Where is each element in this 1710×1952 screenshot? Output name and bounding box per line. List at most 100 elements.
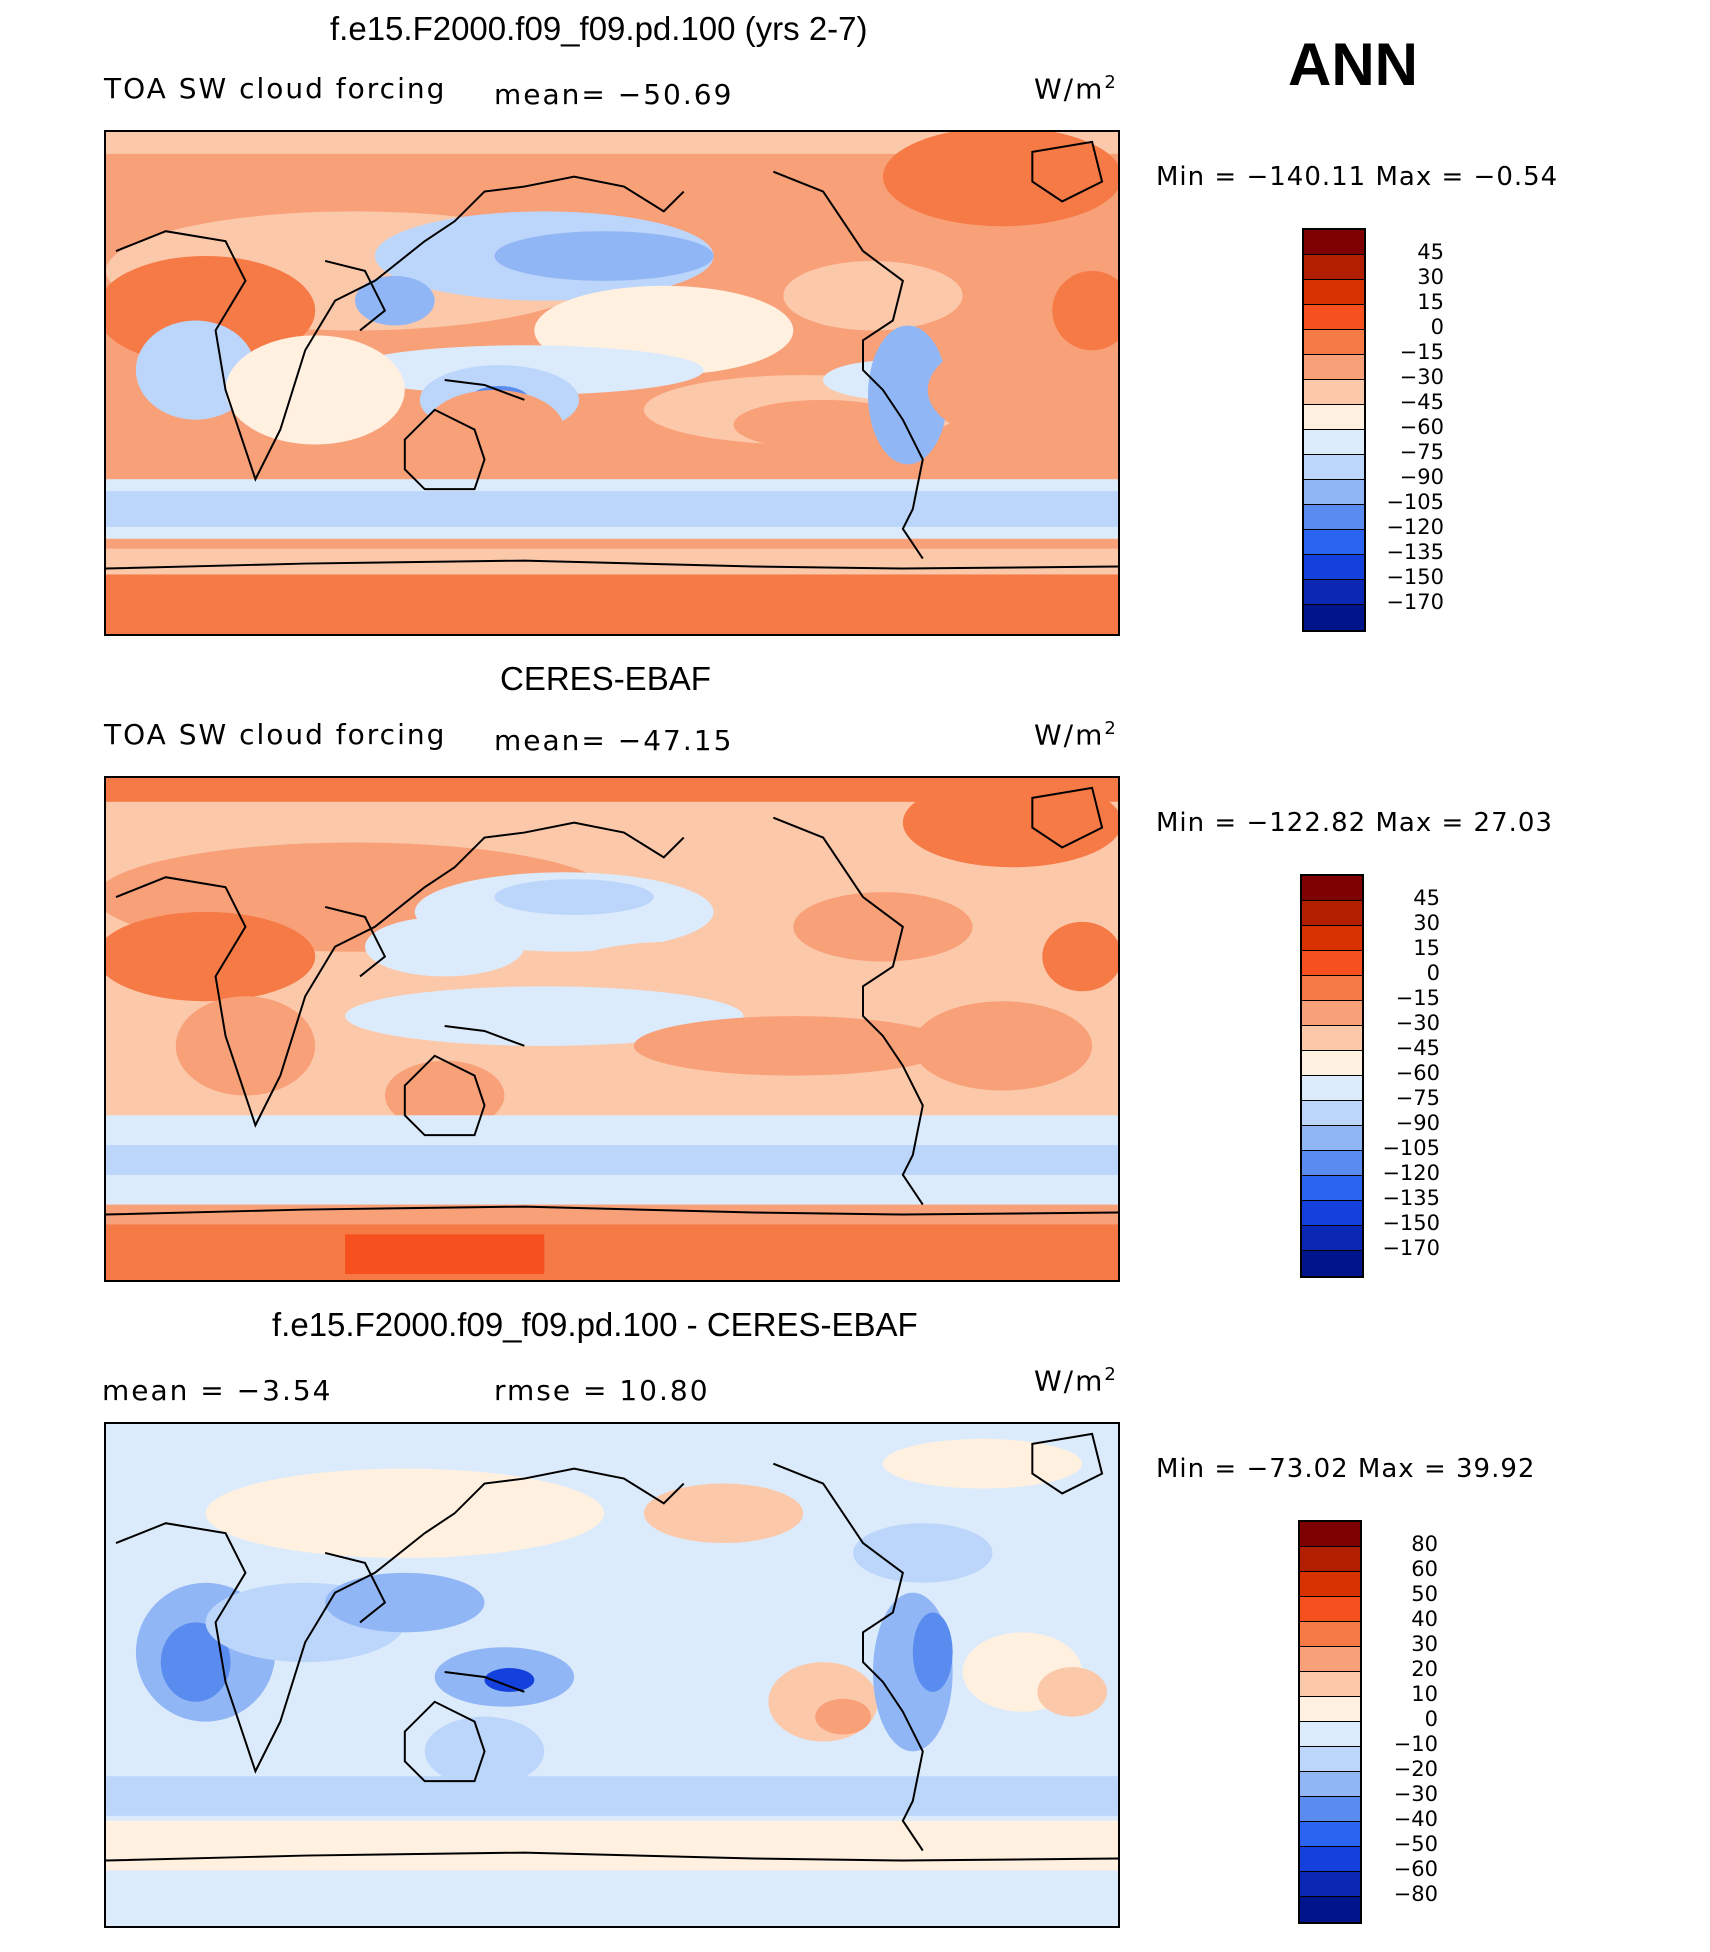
- colorbar-tick-label: −75: [1399, 440, 1444, 464]
- panel-2-variable-label: TOA SW cloud forcing: [104, 718, 447, 751]
- colorbar-swatch: [1302, 951, 1362, 976]
- colorbar-swatch: [1304, 305, 1364, 330]
- colorbar-tick-label: 0: [1424, 1707, 1438, 1731]
- colorbar-swatch: [1300, 1572, 1360, 1597]
- colorbar-swatch: [1302, 1051, 1362, 1076]
- panel-1-title: f.e15.F2000.f09_f09.pd.100 (yrs 2-7): [330, 10, 868, 47]
- colorbar-tick-label: −105: [1382, 1136, 1440, 1160]
- panel-1-min-max: Min = −140.11 Max = −0.54: [1156, 162, 1559, 192]
- colorbar-tick-label: −15: [1399, 340, 1444, 364]
- colorbar-swatch: [1300, 1822, 1360, 1847]
- colorbar-swatch: [1304, 580, 1364, 605]
- colorbar-tick-label: 15: [1413, 936, 1440, 960]
- colorbar-tick-label: 15: [1417, 290, 1444, 314]
- colorbar-swatch: [1304, 505, 1364, 530]
- colorbar-swatch: [1302, 1176, 1362, 1201]
- colorbar-tick-label: −45: [1395, 1036, 1440, 1060]
- colorbar-swatch: [1300, 1772, 1360, 1797]
- colorbar-swatch: [1304, 555, 1364, 580]
- colorbar-tick-label: −105: [1386, 490, 1444, 514]
- panel-3-colorbar: [1298, 1520, 1362, 1924]
- colorbar-swatch: [1302, 1001, 1362, 1026]
- colorbar-swatch: [1304, 405, 1364, 430]
- colorbar-swatch: [1304, 255, 1364, 280]
- colorbar-tick-label: 30: [1417, 265, 1444, 289]
- colorbar-swatch: [1300, 1547, 1360, 1572]
- colorbar-swatch: [1302, 1251, 1362, 1276]
- colorbar-tick-label: 10: [1411, 1682, 1438, 1706]
- colorbar-tick-label: −120: [1386, 515, 1444, 539]
- panel-1-variable-label: TOA SW cloud forcing: [104, 72, 447, 105]
- colorbar-swatch: [1300, 1872, 1360, 1897]
- colorbar-swatch: [1300, 1797, 1360, 1822]
- colorbar-tick-label: −135: [1386, 540, 1444, 564]
- colorbar-tick-label: 30: [1413, 911, 1440, 935]
- colorbar-swatch: [1302, 1076, 1362, 1101]
- colorbar-swatch: [1304, 380, 1364, 405]
- colorbar-swatch: [1304, 430, 1364, 455]
- colorbar-swatch: [1304, 530, 1364, 555]
- panel-2-title: CERES-EBAF: [500, 660, 711, 697]
- colorbar-tick-label: 0: [1430, 315, 1444, 339]
- colorbar-tick-label: 80: [1411, 1532, 1438, 1556]
- colorbar-tick-label: 60: [1411, 1557, 1438, 1581]
- panel-2-colorbar-labels: 45 30 15 0 −15 −30 −45 −60 −75 −90 −105 −120 −135 −15…: [1380, 874, 1440, 1274]
- colorbar-swatch: [1300, 1522, 1360, 1547]
- panel-2-map-field: [106, 778, 1118, 1280]
- colorbar-swatch: [1302, 976, 1362, 1001]
- colorbar-tick-label: 0: [1426, 961, 1440, 985]
- panel-1-units: W/m2: [1034, 72, 1118, 106]
- colorbar-swatch: [1302, 901, 1362, 926]
- panel-1-mean-label: mean= −50.69: [494, 78, 734, 111]
- panel-3-min-max: Min = −73.02 Max = 39.92: [1156, 1454, 1536, 1484]
- colorbar-tick-label: 20: [1411, 1657, 1438, 1681]
- colorbar-tick-label: −150: [1386, 565, 1444, 589]
- panel-3-mean-label: mean = −3.54: [102, 1374, 333, 1407]
- colorbar-tick-label: −90: [1399, 465, 1444, 489]
- colorbar-tick-label: 30: [1411, 1632, 1438, 1656]
- colorbar-tick-label: −50: [1393, 1832, 1438, 1856]
- colorbar-swatch: [1300, 1747, 1360, 1772]
- colorbar-tick-label: 45: [1413, 886, 1440, 910]
- colorbar-tick-label: −135: [1382, 1186, 1440, 1210]
- panel-2-map: [104, 776, 1120, 1282]
- season-label: ANN: [1288, 31, 1418, 98]
- panel-2-mean-label: mean= −47.15: [494, 724, 734, 757]
- colorbar-swatch: [1304, 280, 1364, 305]
- panel-3-map: [104, 1422, 1120, 1928]
- colorbar-tick-label: −60: [1393, 1857, 1438, 1881]
- colorbar-tick-label: −45: [1399, 390, 1444, 414]
- colorbar-tick-label: −120: [1382, 1161, 1440, 1185]
- colorbar-tick-label: −60: [1395, 1061, 1440, 1085]
- colorbar-swatch: [1302, 1026, 1362, 1051]
- colorbar-tick-label: −150: [1382, 1211, 1440, 1235]
- colorbar-swatch: [1302, 1151, 1362, 1176]
- colorbar-swatch: [1304, 330, 1364, 355]
- panel-3-rmse-label: rmse = 10.80: [494, 1374, 710, 1407]
- panel-1-map-field: [106, 132, 1118, 634]
- panel-1-colorbar: [1302, 228, 1366, 632]
- colorbar-tick-label: −15: [1395, 986, 1440, 1010]
- colorbar-swatch: [1302, 1201, 1362, 1226]
- colorbar-tick-label: −30: [1399, 365, 1444, 389]
- colorbar-tick-label: −75: [1395, 1086, 1440, 1110]
- colorbar-tick-label: 40: [1411, 1607, 1438, 1631]
- colorbar-swatch: [1300, 1722, 1360, 1747]
- colorbar-tick-label: −80: [1393, 1882, 1438, 1906]
- colorbar-swatch: [1304, 355, 1364, 380]
- panel-1-colorbar-labels: 45 30 15 0 −15 −30 −45 −60 −75 −90 −105 −120 −135 −15…: [1384, 228, 1444, 628]
- colorbar-swatch: [1302, 1126, 1362, 1151]
- colorbar-swatch: [1300, 1897, 1360, 1922]
- colorbar-swatch: [1304, 480, 1364, 505]
- colorbar-tick-label: −170: [1386, 590, 1444, 614]
- colorbar-swatch: [1300, 1647, 1360, 1672]
- colorbar-tick-label: 45: [1417, 240, 1444, 264]
- colorbar-swatch: [1304, 605, 1364, 630]
- colorbar-swatch: [1304, 230, 1364, 255]
- panel-3-units: W/m2: [1034, 1364, 1118, 1398]
- colorbar-swatch: [1300, 1597, 1360, 1622]
- colorbar-tick-label: −40: [1393, 1807, 1438, 1831]
- panel-3-colorbar-labels: 80 60 50 40 30 20 10 0 −10 −20 −30 −40 −50 −60 −80: [1378, 1520, 1438, 1920]
- colorbar-tick-label: −30: [1395, 1011, 1440, 1035]
- panel-1-map: [104, 130, 1120, 636]
